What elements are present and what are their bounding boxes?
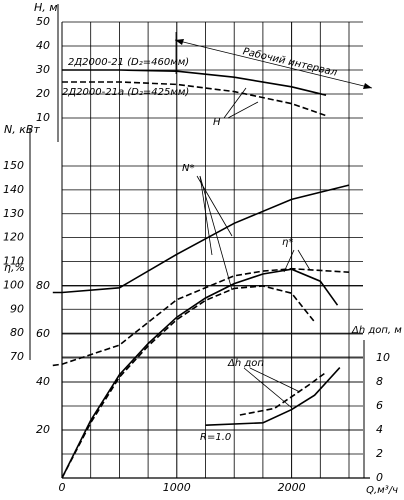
y-tick-label: 10 xyxy=(376,351,390,364)
x-tick-label: 2000 xyxy=(278,481,306,494)
y-tick-label: 50 xyxy=(36,15,50,28)
y-tick-label: 110 xyxy=(3,255,24,268)
y-axis-label: H, м xyxy=(34,1,58,14)
x-tick-label: 0 xyxy=(59,481,66,494)
x-tick-label: 1000 xyxy=(163,481,191,494)
y-tick-label: 6 xyxy=(376,399,383,412)
annotation: Рабочий интервал xyxy=(242,45,339,78)
y-tick-label: 120 xyxy=(3,231,24,244)
y-tick-label: 20 xyxy=(36,423,50,436)
interval-arrow xyxy=(174,39,373,89)
y-tick-label: 100 xyxy=(3,278,24,291)
leader xyxy=(297,249,311,271)
curve xyxy=(205,367,341,426)
y-axis-label: N, кВт xyxy=(4,123,40,136)
annotation: R=1.0 xyxy=(200,432,231,443)
curve xyxy=(62,81,327,117)
y-tick-label: 150 xyxy=(3,159,24,172)
y-axis-label: Δh доп, м xyxy=(351,325,402,336)
curve xyxy=(52,184,350,294)
leaders xyxy=(174,32,373,409)
y-tick-label: 80 xyxy=(10,326,24,339)
y-tick-label: 80 xyxy=(36,279,50,292)
leader xyxy=(199,175,213,256)
y-tick-label: 10 xyxy=(36,111,50,124)
y-tick-label: 30 xyxy=(36,63,50,76)
y-tick-label: 90 xyxy=(10,302,24,315)
annotation: η* xyxy=(282,237,293,248)
y-tick-label: 40 xyxy=(36,375,50,388)
curve xyxy=(61,285,316,479)
curve xyxy=(52,267,350,367)
annotation: Δh доп xyxy=(227,358,264,369)
y-tick-label: 140 xyxy=(3,183,24,196)
annotation: 2Д2000-21 (D₂=460мм) xyxy=(68,57,189,68)
y-tick-label: 2 xyxy=(376,447,383,460)
annotation: 2Д2000-21а (D₂=425мм) xyxy=(62,87,189,98)
leader xyxy=(249,367,301,393)
annotation: H xyxy=(213,117,221,128)
x-axis-label: Q,м³/ч xyxy=(366,485,398,496)
y-tick-label: 8 xyxy=(376,375,383,388)
y-tick-label: 4 xyxy=(376,423,383,436)
y-tick-label: 130 xyxy=(3,207,24,220)
curve xyxy=(61,268,339,479)
leader xyxy=(227,101,259,119)
leader xyxy=(283,249,295,273)
y-tick-label: 60 xyxy=(36,327,50,340)
curve xyxy=(239,371,327,416)
arrow-head xyxy=(363,83,372,89)
curve xyxy=(62,69,327,96)
y-tick-label: 70 xyxy=(10,350,24,363)
y-tick-label: 40 xyxy=(36,39,50,52)
y-axis-label: η,% xyxy=(4,261,25,274)
annotation: N* xyxy=(182,163,194,174)
y-tick-label: 0 xyxy=(376,471,383,484)
y-tick-label: 20 xyxy=(36,87,50,100)
